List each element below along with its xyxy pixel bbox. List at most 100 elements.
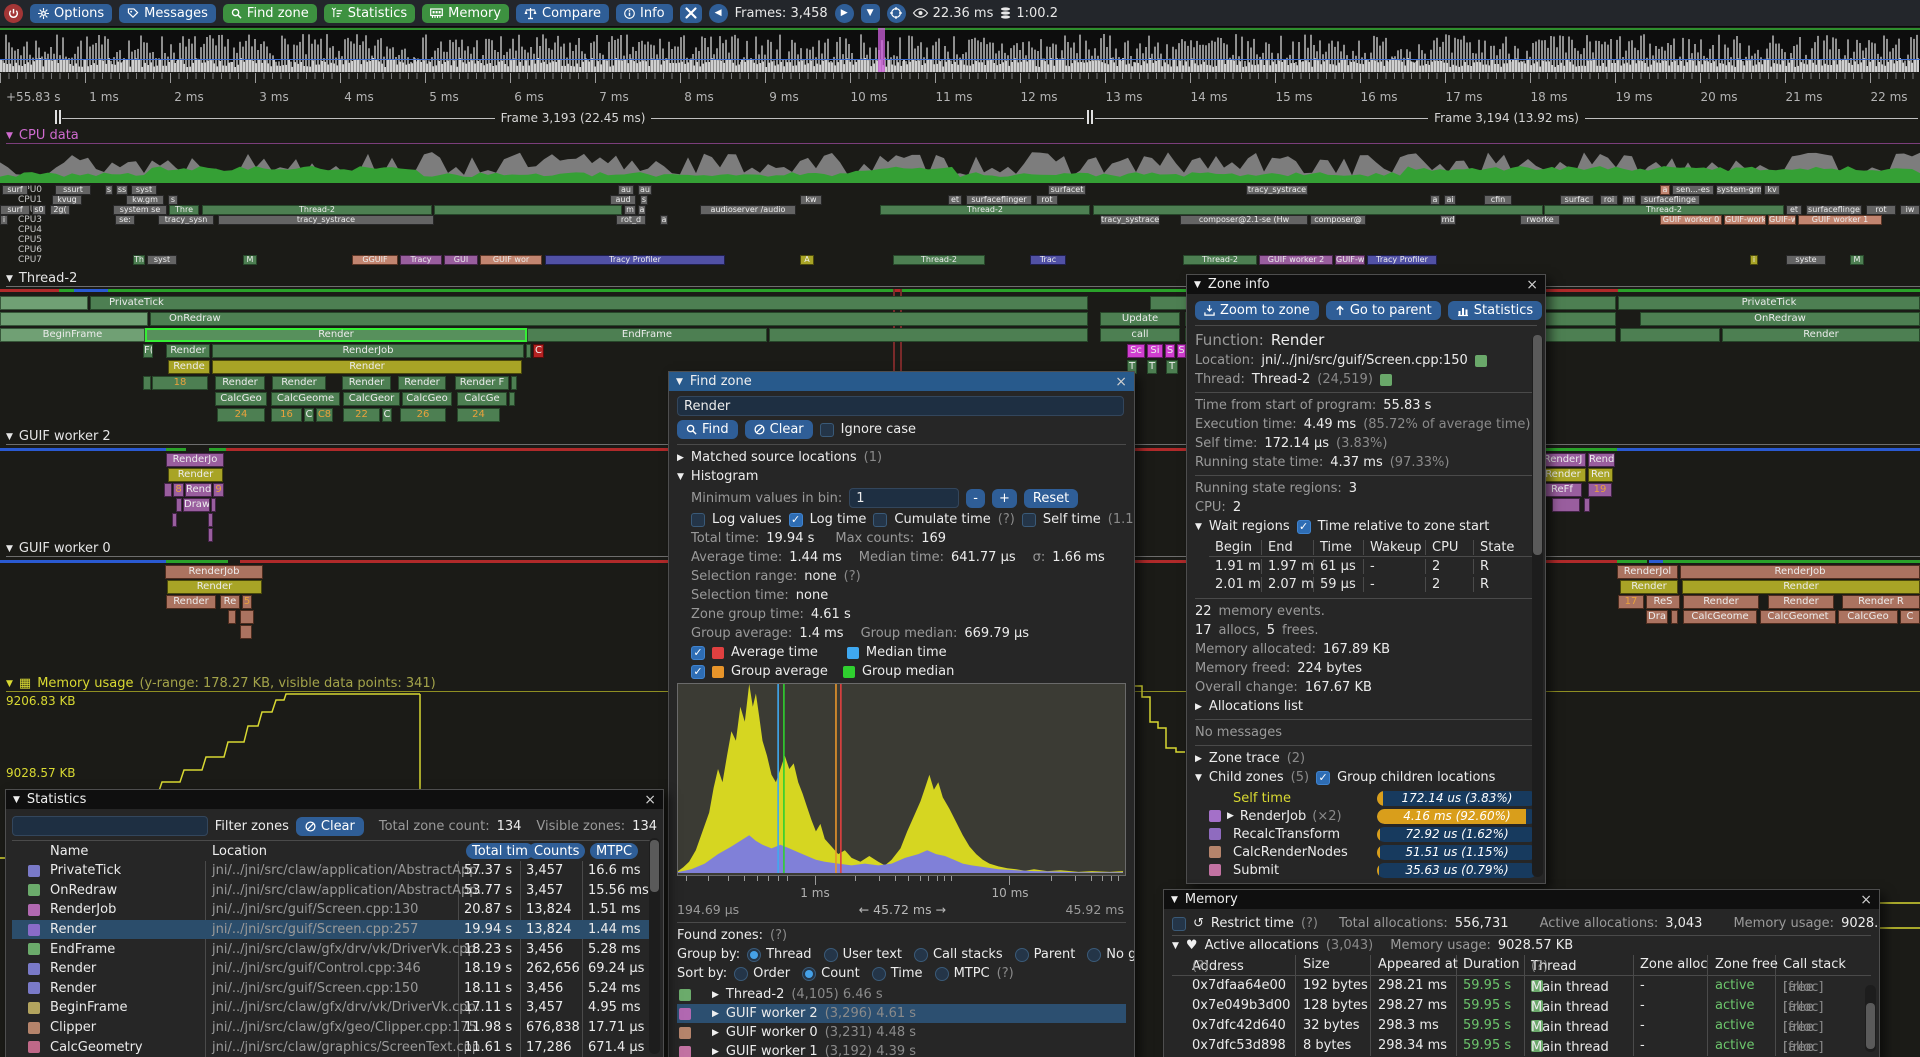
power-button[interactable] xyxy=(4,3,23,23)
timeline-zone[interactable]: Render xyxy=(167,580,262,594)
timeline-zone[interactable]: 22 xyxy=(343,408,380,422)
timeline-zone[interactable]: CalcGeo xyxy=(215,392,267,406)
timeline-zone[interactable] xyxy=(0,296,88,310)
found-zone-group-row[interactable]: ▶ GUIF worker 1 (3,192) 4.39 s xyxy=(677,1042,1126,1057)
statistics-scrollbar[interactable] xyxy=(649,838,660,1054)
group-children-checkbox[interactable] xyxy=(1316,770,1331,785)
timeline-zone[interactable]: a xyxy=(660,215,668,225)
sort-by-radio[interactable]: Count xyxy=(802,966,860,981)
timeline-zone[interactable]: ss xyxy=(116,185,128,195)
timeline-zone[interactable]: Rende xyxy=(168,360,210,374)
collapse-icon[interactable]: ▼ xyxy=(6,273,13,284)
timeline-zone[interactable] xyxy=(211,498,216,512)
messages-button[interactable]: Messages xyxy=(119,3,216,23)
timeline-zone[interactable]: tracy_systrace xyxy=(218,215,434,225)
collapse-icon[interactable]: ▼ xyxy=(676,376,683,387)
timeline-zone[interactable]: system se xyxy=(113,205,167,215)
close-icon[interactable]: × xyxy=(1526,276,1538,293)
timeline-zone[interactable]: Trac xyxy=(1030,255,1066,265)
found-zone-group-row[interactable]: ▶ GUIF worker 0 (3,231) 4.48 s xyxy=(677,1023,1126,1042)
timeline-zone[interactable] xyxy=(1584,498,1590,512)
statistics-button[interactable]: Statistics xyxy=(323,3,416,23)
goto-frame-button[interactable] xyxy=(886,3,906,23)
timeline-zone[interactable]: GUIF worker 1 xyxy=(1798,215,1882,225)
frame-select-button[interactable]: ▼ xyxy=(860,3,880,23)
log-time-checkbox[interactable] xyxy=(788,512,803,527)
zoom-to-zone-button[interactable]: Zoom to zone xyxy=(1195,301,1319,320)
timeline-zone[interactable] xyxy=(240,610,254,624)
zone-info-scrollbar[interactable] xyxy=(1532,335,1543,877)
timeline-zone[interactable]: system-grm xyxy=(1716,185,1762,195)
statistics-titlebar[interactable]: ▼ Statistics × xyxy=(6,790,663,809)
timeline-zone[interactable]: Rend xyxy=(1588,453,1615,467)
histogram-range-span[interactable]: ← 45.72 ms → xyxy=(858,902,947,917)
timeline-zone[interactable]: Thread-2 xyxy=(893,255,985,265)
timeline-zone[interactable]: a xyxy=(638,205,646,215)
time-relative-checkbox[interactable] xyxy=(1296,519,1311,534)
timeline-zone[interactable]: kw xyxy=(800,195,822,205)
collapse-icon[interactable]: ▼ xyxy=(6,678,13,689)
timeline-zone[interactable] xyxy=(526,344,531,358)
ignore-case-checkbox[interactable] xyxy=(819,422,834,437)
timeline-zone[interactable] xyxy=(1093,205,1543,215)
sort-by-radio[interactable]: Time xyxy=(871,966,923,981)
timeline-zone[interactable]: PrivateTick xyxy=(90,296,1088,310)
close-icon[interactable]: × xyxy=(1860,891,1872,908)
expand-icon[interactable]: ▶ xyxy=(712,1027,719,1038)
timeline-zone[interactable]: RenderJo xyxy=(166,453,224,467)
timeline-zone[interactable]: surf xyxy=(2,185,28,195)
timeline-zone[interactable]: C xyxy=(533,344,544,358)
timeline-zone[interactable]: 24 xyxy=(457,408,500,422)
timeline-zone[interactable] xyxy=(0,312,148,326)
next-frame-button[interactable]: ▶ xyxy=(834,3,854,23)
timeline-zone[interactable]: 17 xyxy=(1618,595,1644,609)
timeline-zone[interactable]: rot_d xyxy=(616,215,646,225)
timeline-zone[interactable] xyxy=(208,513,213,527)
timeline-zone[interactable]: 5 xyxy=(242,595,252,609)
thread2-section-header[interactable]: ▼ Thread-2 xyxy=(6,271,1920,287)
timeline-zone[interactable]: ssurt xyxy=(55,185,91,195)
timeline-zone[interactable]: surf xyxy=(0,205,30,215)
collapse-icon[interactable]: ▼ xyxy=(6,130,13,141)
statistics-table-row[interactable]: BeginFrame jni/../jni/src/claw/gfx/drv/v… xyxy=(12,998,657,1018)
find-zone-button[interactable]: Find zone xyxy=(222,3,317,23)
find-zone-histogram[interactable] xyxy=(677,683,1126,876)
timeline-zone[interactable]: call xyxy=(1100,328,1180,342)
allocation-row[interactable]: 0x7dfc53d898 8 bytes 298.34 ms 59.95 s M… xyxy=(1192,1038,1824,1055)
self-time-checkbox[interactable] xyxy=(1021,512,1036,527)
timeline-zone[interactable]: Thread-2 xyxy=(880,205,1090,215)
timeline-zone[interactable]: Si xyxy=(1147,344,1163,358)
timeline-zone[interactable]: CalcGeome xyxy=(1683,610,1757,624)
restrict-time-checkbox[interactable] xyxy=(1172,916,1186,931)
statistics-table-row[interactable]: Render jni/../jni/src/guif/Control.cpp:3… xyxy=(12,959,657,979)
timeline-zone[interactable]: s xyxy=(105,185,113,195)
timeline-zone[interactable]: 9 xyxy=(213,483,224,497)
timeline-zone[interactable]: surfaceflinge xyxy=(1640,195,1700,205)
child-zone-row[interactable]: RecalcTransform 72.92 us (1.62%) xyxy=(1209,825,1537,843)
timeline-zone[interactable]: Tracy Profiler xyxy=(1367,255,1437,265)
timeline-zone[interactable]: Render xyxy=(212,360,522,374)
timeline-zone[interactable]: au xyxy=(638,185,652,195)
bin-reset-button[interactable]: Reset xyxy=(1023,488,1079,508)
timeline-zone[interactable]: mi xyxy=(1622,195,1636,205)
collapse-icon[interactable]: ▼ xyxy=(6,431,13,442)
bin-minus-button[interactable]: - xyxy=(966,488,985,508)
statistics-table-row[interactable]: CalcGeometry jni/../jni/src/claw/graphic… xyxy=(12,1037,657,1057)
filter-zones-input[interactable] xyxy=(12,816,208,836)
statistics-table-row[interactable]: Render jni/../jni/src/guif/Screen.cpp:15… xyxy=(12,979,657,999)
timeline-zone[interactable] xyxy=(434,205,622,215)
timeline-zone[interactable]: 2g( xyxy=(50,205,70,215)
timeline-zone[interactable] xyxy=(511,376,517,390)
timeline-zone[interactable] xyxy=(208,528,213,542)
timeline-zone[interactable]: CalcGeomet xyxy=(1760,610,1836,624)
timeline-zone[interactable]: s0 xyxy=(32,205,46,215)
frame-band-3194[interactable]: Frame 3,194 (13.92 ms) xyxy=(1095,111,1918,125)
timeline-zone[interactable]: Render xyxy=(1683,595,1759,609)
close-icon[interactable]: × xyxy=(644,791,656,808)
timeline-zone[interactable]: GUIF wor xyxy=(480,255,542,265)
find-zone-titlebar[interactable]: ▼ Find zone × xyxy=(669,372,1134,391)
timeline-zone[interactable] xyxy=(769,328,1088,342)
zone-statistics-button[interactable]: Statistics xyxy=(1447,301,1543,320)
timeline-zone[interactable]: 18 xyxy=(152,376,208,390)
timeline-zone[interactable]: surfaceflinger xyxy=(966,195,1032,205)
